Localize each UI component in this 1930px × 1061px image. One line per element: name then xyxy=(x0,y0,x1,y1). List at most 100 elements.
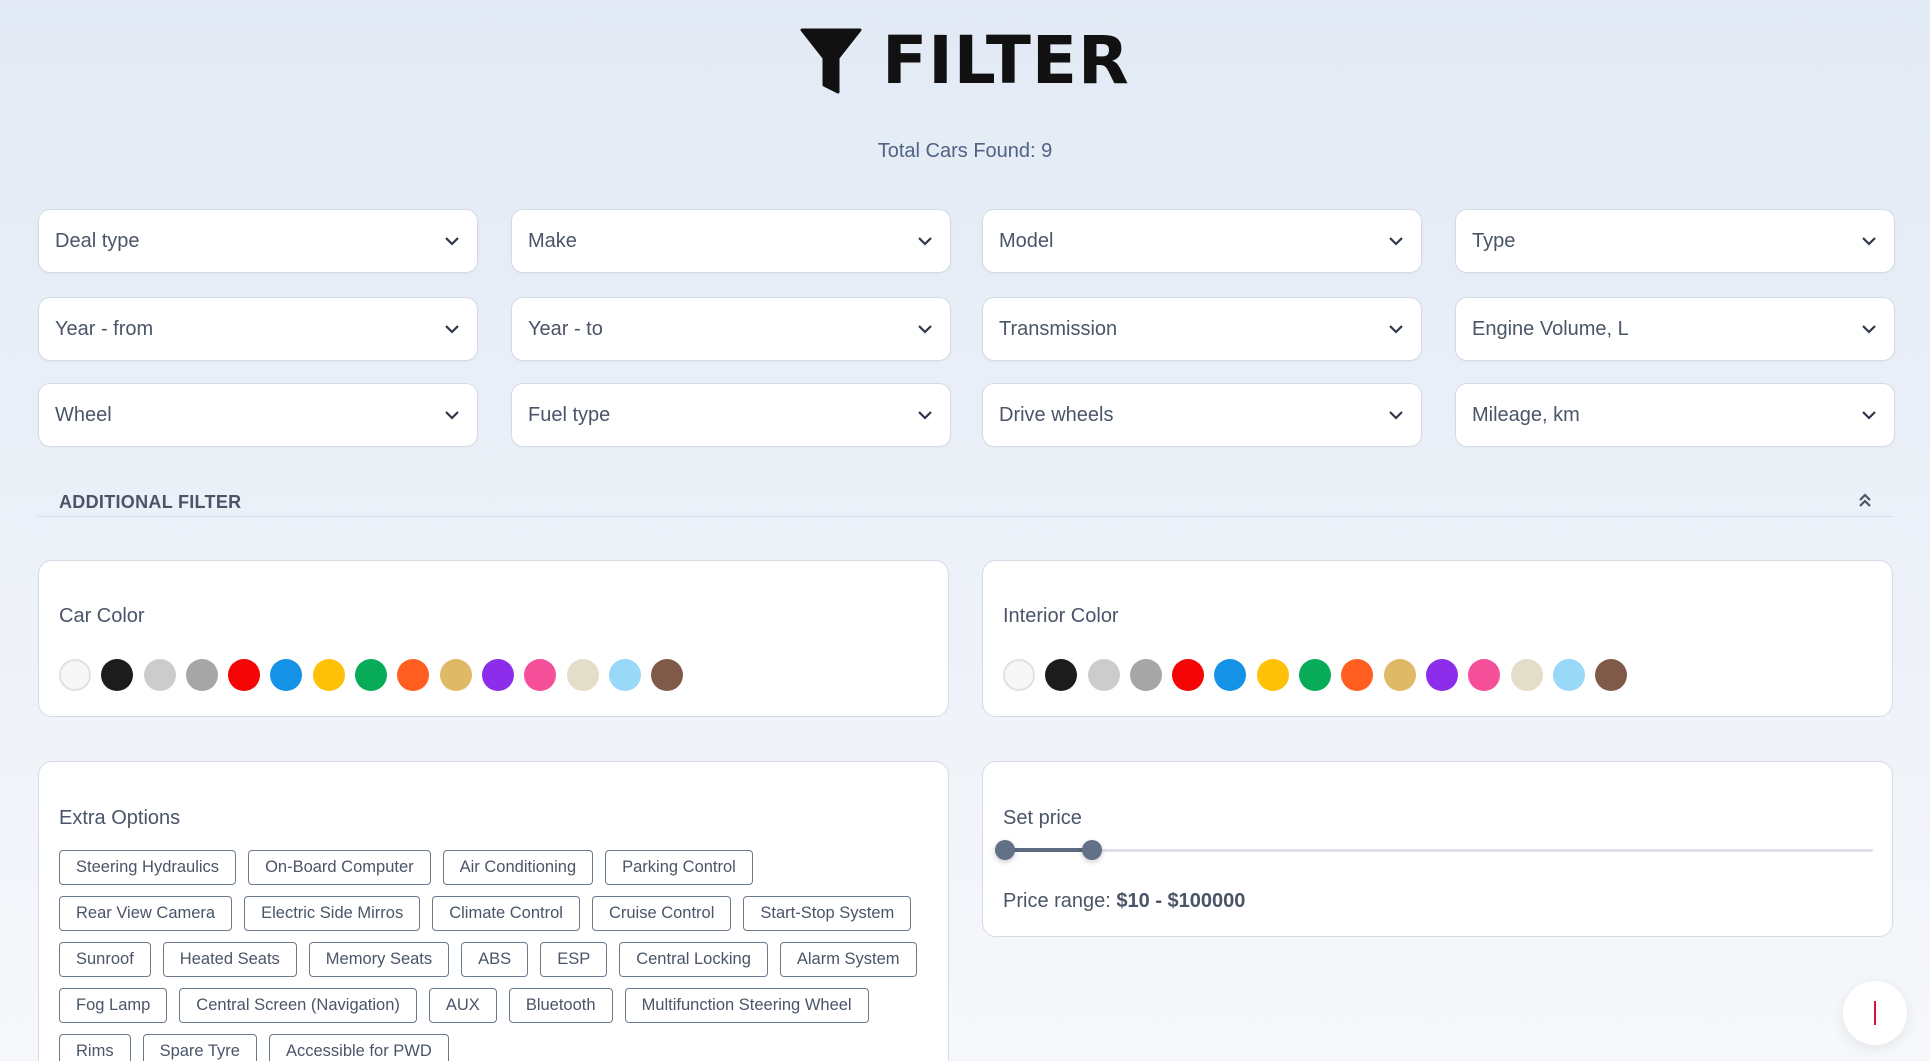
chevron-down-icon xyxy=(1389,325,1403,334)
option-tag[interactable]: Air Conditioning xyxy=(442,850,594,885)
option-tag[interactable]: Climate Control xyxy=(432,896,580,931)
option-tag[interactable]: ESP xyxy=(540,942,608,977)
option-tag[interactable]: Parking Control xyxy=(605,850,753,885)
option-tag[interactable]: Accessible for PWD xyxy=(268,1034,449,1061)
color-swatch[interactable] xyxy=(1087,659,1120,691)
dropdown-transmission[interactable]: Transmission xyxy=(982,297,1422,361)
dropdown-year-from[interactable]: Year - from xyxy=(38,297,478,361)
option-tag[interactable]: Central Locking xyxy=(619,942,768,977)
color-swatch[interactable] xyxy=(1256,659,1289,691)
color-swatch[interactable] xyxy=(1341,659,1374,691)
dropdown-label: Type xyxy=(1472,229,1516,252)
chevron-down-icon xyxy=(918,237,932,246)
color-swatch[interactable] xyxy=(355,659,388,691)
dropdown-engine-volume-l[interactable]: Engine Volume, L xyxy=(1455,297,1895,361)
dropdown-fuel-type[interactable]: Fuel type xyxy=(511,383,951,447)
option-tag[interactable]: Sunroof xyxy=(59,942,151,977)
chevron-down-icon xyxy=(445,325,459,334)
color-swatch[interactable] xyxy=(1129,659,1162,691)
color-swatch[interactable] xyxy=(1045,659,1078,691)
color-swatch[interactable] xyxy=(608,659,641,691)
option-tag[interactable]: Bluetooth xyxy=(508,988,613,1023)
option-tag[interactable]: ABS xyxy=(461,942,529,977)
color-swatch[interactable] xyxy=(397,659,430,691)
dropdown-label: Drive wheels xyxy=(999,403,1114,426)
dropdown-drive-wheels[interactable]: Drive wheels xyxy=(982,383,1422,447)
price-slider-min-thumb[interactable] xyxy=(995,840,1015,860)
option-tag[interactable]: Rims xyxy=(59,1034,131,1061)
interior-color-label: Interior Color xyxy=(1003,605,1119,627)
option-tag[interactable]: Spare Tyre xyxy=(142,1034,257,1061)
color-swatch[interactable] xyxy=(651,659,684,691)
dropdown-deal-type[interactable]: Deal type xyxy=(38,209,478,273)
total-cars-found: Total Cars Found: 9 xyxy=(877,140,1053,162)
color-swatch[interactable] xyxy=(1003,659,1035,691)
additional-filter-header[interactable]: ADDITIONAL FILTER xyxy=(38,490,1893,517)
header: FILTER xyxy=(0,22,1930,99)
option-tag[interactable]: Memory Seats xyxy=(308,942,450,977)
option-tag[interactable]: Multifunction Steering Wheel xyxy=(624,988,869,1023)
option-tag[interactable]: Central Screen (Navigation) xyxy=(179,988,417,1023)
color-swatch[interactable] xyxy=(101,659,134,691)
dropdown-label: Year - from xyxy=(55,317,154,340)
color-swatch[interactable] xyxy=(566,659,599,691)
color-swatch[interactable] xyxy=(59,659,91,691)
color-swatch[interactable] xyxy=(481,659,514,691)
option-tag[interactable]: Start-Stop System xyxy=(743,896,912,931)
dropdown-model[interactable]: Model xyxy=(982,209,1422,273)
dropdown-year-to[interactable]: Year - to xyxy=(511,297,951,361)
floating-action-button[interactable] xyxy=(1843,981,1907,1045)
color-swatch[interactable] xyxy=(1172,659,1205,691)
option-tag[interactable]: Steering Hydraulics xyxy=(59,850,237,885)
extra-options-list: Steering Hydraulics On-Board Computer Air … xyxy=(59,850,919,1061)
option-tag[interactable]: Rear View Camera xyxy=(59,896,233,931)
option-tag[interactable]: Electric Side Mirros xyxy=(244,896,421,931)
chevron-double-up-icon[interactable] xyxy=(1855,490,1875,510)
price-range-prefix: Price range: xyxy=(1003,890,1111,912)
cursor-mark-icon xyxy=(1874,1001,1876,1025)
car-color-card: Car Color xyxy=(38,560,949,717)
color-swatch[interactable] xyxy=(1425,659,1458,691)
option-tag[interactable]: Alarm System xyxy=(779,942,917,977)
options-row: Rear View Camera Electric Side Mirros Clim… xyxy=(59,896,919,931)
color-swatch[interactable] xyxy=(439,659,472,691)
color-swatch[interactable] xyxy=(185,659,218,691)
color-swatch[interactable] xyxy=(1468,659,1501,691)
color-swatch[interactable] xyxy=(1214,659,1247,691)
options-row: Sunroof Heated Seats Memory Seats ABS ESP Cen… xyxy=(59,942,919,977)
option-tag[interactable]: AUX xyxy=(428,988,497,1023)
dropdown-make[interactable]: Make xyxy=(511,209,951,273)
color-swatch[interactable] xyxy=(524,659,557,691)
car-color-label: Car Color xyxy=(59,605,145,627)
color-swatch[interactable] xyxy=(1299,659,1332,691)
color-swatch[interactable] xyxy=(228,659,261,691)
page-title: FILTER xyxy=(882,22,1130,99)
color-swatch[interactable] xyxy=(1595,659,1628,691)
chevron-down-icon xyxy=(445,411,459,420)
car-color-swatches xyxy=(59,659,684,691)
options-row: Steering Hydraulics On-Board Computer Air … xyxy=(59,850,919,885)
color-swatch[interactable] xyxy=(312,659,345,691)
chevron-down-icon xyxy=(1862,325,1876,334)
dropdown-label: Transmission xyxy=(999,317,1118,340)
interior-color-swatches xyxy=(1003,659,1628,691)
dropdown-type[interactable]: Type xyxy=(1455,209,1895,273)
color-swatch[interactable] xyxy=(1510,659,1543,691)
price-range-text: Price range: $10 - $100000 xyxy=(1003,890,1245,913)
dropdown-wheel[interactable]: Wheel xyxy=(38,383,478,447)
dropdown-label: Deal type xyxy=(55,229,140,252)
option-tag[interactable]: Fog Lamp xyxy=(59,988,168,1023)
option-tag[interactable]: On-Board Computer xyxy=(248,850,431,885)
color-swatch[interactable] xyxy=(1552,659,1585,691)
price-slider-track[interactable] xyxy=(1005,849,1873,852)
color-swatch[interactable] xyxy=(1383,659,1416,691)
dropdown-label: Model xyxy=(999,229,1054,252)
color-swatch[interactable] xyxy=(143,659,176,691)
color-swatch[interactable] xyxy=(270,659,303,691)
chevron-down-icon xyxy=(918,411,932,420)
dropdown-mileage-km[interactable]: Mileage, km xyxy=(1455,383,1895,447)
option-tag[interactable]: Cruise Control xyxy=(591,896,732,931)
chevron-down-icon xyxy=(918,325,932,334)
price-slider-max-thumb[interactable] xyxy=(1082,840,1102,860)
option-tag[interactable]: Heated Seats xyxy=(162,942,297,977)
